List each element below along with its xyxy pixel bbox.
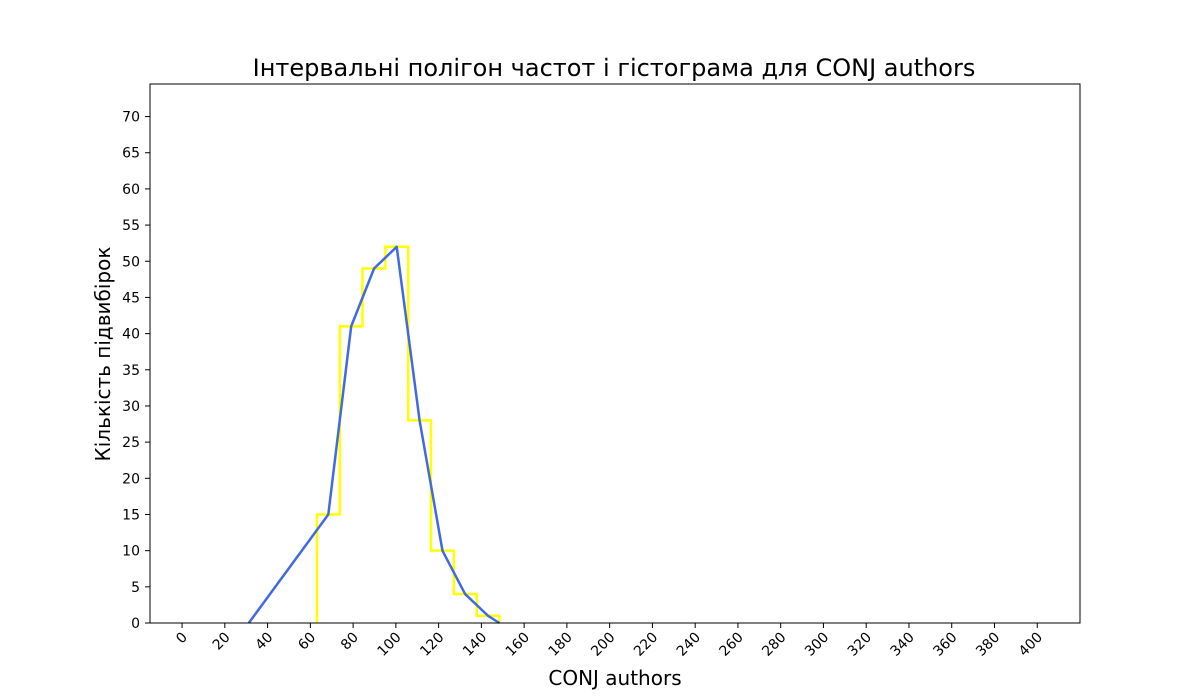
y-tick-label-45: 45 bbox=[122, 290, 140, 306]
x-tick-label-80: 80 bbox=[338, 630, 362, 654]
x-tick-label-160: 160 bbox=[503, 630, 533, 660]
y-axis-label: Кількість підвибірок bbox=[91, 247, 115, 462]
x-tick-label-120: 120 bbox=[417, 630, 447, 660]
y-tick-label-50: 50 bbox=[122, 254, 140, 270]
x-tick-label-240: 240 bbox=[674, 630, 704, 660]
x-tick-label-320: 320 bbox=[845, 630, 875, 660]
x-tick-label-400: 400 bbox=[1016, 630, 1046, 660]
y-tick-label-20: 20 bbox=[122, 471, 140, 487]
x-tick-label-100: 100 bbox=[374, 630, 404, 660]
y-tick-label-5: 5 bbox=[131, 580, 140, 596]
x-tick-label-380: 380 bbox=[973, 630, 1003, 660]
y-tick-label-65: 65 bbox=[122, 146, 140, 162]
x-tick-label-280: 280 bbox=[759, 630, 789, 660]
y-tick-label-15: 15 bbox=[122, 507, 140, 523]
y-tick-label-10: 10 bbox=[122, 544, 140, 560]
x-tick-label-340: 340 bbox=[888, 630, 918, 660]
chart-title: Інтервальні полігон частот і гістограма … bbox=[253, 54, 976, 82]
histogram-bar-0 bbox=[317, 514, 340, 623]
x-tick-label-60: 60 bbox=[295, 630, 319, 654]
y-tick-label-70: 70 bbox=[122, 110, 140, 126]
y-tick-label-55: 55 bbox=[122, 218, 140, 234]
y-tick-label-30: 30 bbox=[122, 399, 140, 415]
plot-frame bbox=[149, 83, 1081, 624]
x-tick-label-0: 0 bbox=[173, 630, 191, 648]
histogram-bar-2 bbox=[363, 268, 386, 623]
x-tick-label-200: 200 bbox=[588, 630, 618, 660]
histogram-bar-1 bbox=[340, 326, 363, 623]
histogram-bar-5 bbox=[431, 551, 454, 623]
y-tick-label-0: 0 bbox=[131, 616, 140, 632]
x-tick-label-180: 180 bbox=[546, 630, 576, 660]
x-tick-label-360: 360 bbox=[930, 630, 960, 660]
histogram-bar-4 bbox=[408, 420, 431, 623]
histogram-outline bbox=[315, 245, 501, 623]
y-tick-label-35: 35 bbox=[122, 363, 140, 379]
frequency-polygon bbox=[247, 245, 501, 625]
x-tick-label-40: 40 bbox=[252, 630, 276, 654]
y-tick-label-25: 25 bbox=[122, 435, 140, 451]
y-tick-label-40: 40 bbox=[122, 327, 140, 343]
x-tick-label-220: 220 bbox=[631, 630, 661, 660]
x-tick-label-140: 140 bbox=[460, 630, 490, 660]
x-tick-label-300: 300 bbox=[802, 630, 832, 660]
x-tick-label-260: 260 bbox=[717, 630, 747, 660]
x-axis-label: CONJ authors bbox=[548, 666, 681, 690]
histogram-bar-6 bbox=[454, 594, 477, 623]
x-tick-label-20: 20 bbox=[210, 630, 234, 654]
y-tick-label-60: 60 bbox=[122, 182, 140, 198]
